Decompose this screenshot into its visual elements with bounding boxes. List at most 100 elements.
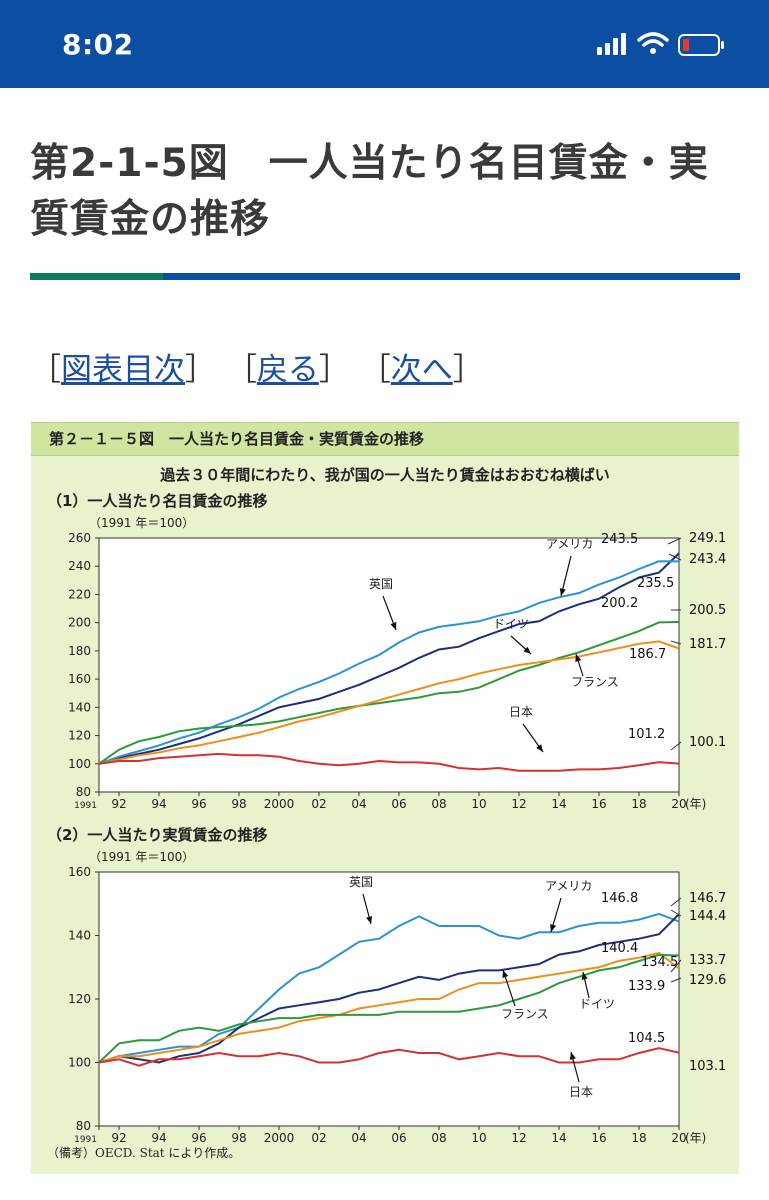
data-label: 129.6 <box>689 973 726 988</box>
data-label: 181.7 <box>689 637 726 652</box>
x-tick-label: 10 <box>471 797 486 811</box>
x-tick-label: 98 <box>231 1131 246 1145</box>
chart1-title: （1）一人当たり名目賃金の推移 <box>47 492 268 510</box>
figure-note: （備考）OECD. Stat により作成。 <box>47 1146 241 1160</box>
y-tick-label: 140 <box>68 929 91 943</box>
arrow-head <box>523 646 531 654</box>
y-tick-label: 140 <box>68 700 91 714</box>
link-next[interactable]: 次へ <box>390 352 453 388</box>
data-label: 186.7 <box>629 647 666 662</box>
annotation-leader <box>668 553 682 561</box>
plot-area <box>98 537 680 793</box>
x-tick-label: 92 <box>111 1131 126 1145</box>
data-label: 235.5 <box>637 576 674 591</box>
data-label: 133.9 <box>628 979 665 994</box>
x-tick-label: 18 <box>631 797 646 811</box>
x-tick-label: 94 <box>151 1131 166 1145</box>
x-tick-label: 14 <box>551 1131 566 1145</box>
data-label: 100.1 <box>689 735 726 750</box>
x-tick-label: 1991 <box>74 1135 97 1145</box>
plot-area <box>98 871 680 1127</box>
x-tick-label: 02 <box>311 797 326 811</box>
status-bar: 8:02 <box>0 0 769 88</box>
annotation-leader <box>670 897 682 907</box>
series-label: フランス <box>501 1007 549 1021</box>
series-line <box>98 752 680 772</box>
y-tick-label: 80 <box>76 785 91 799</box>
title-rule <box>30 273 740 280</box>
data-label: 104.5 <box>628 1031 665 1046</box>
signal-icon <box>597 33 626 55</box>
x-tick-label: 92 <box>111 797 126 811</box>
figure-nav: ［図表目次］ ［戻る］ ［次へ］ <box>30 352 484 388</box>
arrow-head <box>581 972 588 980</box>
data-label: 146.8 <box>601 891 638 906</box>
wifi-icon <box>637 32 669 54</box>
series-line <box>98 951 680 1064</box>
series-line <box>98 953 680 1064</box>
status-time: 8:02 <box>62 28 134 61</box>
x-tick-label: 20 <box>671 1131 686 1145</box>
arrow-head <box>575 654 582 662</box>
data-label: 249.1 <box>689 531 726 546</box>
data-label: 243.5 <box>601 532 638 547</box>
x-tick-label: 94 <box>151 797 166 811</box>
x-tick-label: 16 <box>591 1131 606 1145</box>
figure-header: 第２－１－５図 一人当たり名目賃金・実質賃金の推移 <box>31 422 739 456</box>
figure-box: 第２－１－５図 一人当たり名目賃金・実質賃金の推移 過去３０年間にわたり、我が国… <box>31 422 739 1174</box>
real-wage-chart: 80 100 120 140 160 1991 92 94 96 98 2000 02 04 06 08 10… <box>68 865 726 1145</box>
annotation-leader <box>670 741 682 751</box>
arrow-head <box>569 1052 576 1060</box>
arrow-head <box>366 916 373 924</box>
x-tick-label: 20 <box>671 797 686 811</box>
series-label: フランス <box>571 675 619 689</box>
chart2-title: （2）一人当たり実質賃金の推移 <box>47 826 268 844</box>
y-tick-label: 160 <box>68 865 91 879</box>
y-tick-label: 220 <box>68 587 91 601</box>
series-line <box>98 621 680 765</box>
series-line <box>98 552 680 765</box>
link-figure-index[interactable]: 図表目次 <box>61 352 185 388</box>
x-tick-label: 04 <box>351 1131 366 1145</box>
chart1-unit: （1991 年＝100） <box>89 516 195 530</box>
annotation-leader <box>670 909 682 917</box>
y-tick-label: 80 <box>76 1119 91 1133</box>
series-line <box>98 560 680 765</box>
data-label: 144.4 <box>689 909 726 924</box>
x-tick-label: 08 <box>431 797 446 811</box>
series-label: ドイツ <box>579 997 615 1011</box>
arrow-head <box>536 744 543 752</box>
data-label: 134.5 <box>641 955 678 970</box>
link-back[interactable]: 戻る <box>256 352 319 388</box>
y-tick-label: 260 <box>68 531 91 545</box>
page-title: 第2-1-5図 一人当たり名目賃金・実 質賃金の推移 <box>30 141 709 242</box>
data-label: 243.4 <box>689 552 726 567</box>
y-tick-label: 100 <box>68 757 91 771</box>
x-tick-label: 04 <box>351 797 366 811</box>
data-label: 146.7 <box>689 891 726 906</box>
annotation-leader <box>667 537 682 545</box>
y-tick-label: 240 <box>68 559 91 573</box>
data-label: 103.1 <box>689 1059 726 1074</box>
y-tick-label: 180 <box>68 644 91 658</box>
series-line <box>98 913 680 1064</box>
x-tick-label: 2000 <box>264 1131 295 1145</box>
annotation-leader <box>670 640 682 645</box>
x-tick-label: 1991 <box>74 801 97 811</box>
arrow-head <box>550 924 557 932</box>
x-axis-unit: (年) <box>685 797 706 811</box>
x-tick-label: 12 <box>511 1131 526 1145</box>
series-label: アメリカ <box>545 879 592 893</box>
y-tick-label: 120 <box>68 992 91 1006</box>
arrow-head <box>502 970 509 978</box>
x-tick-label: 12 <box>511 797 526 811</box>
x-tick-label: 18 <box>631 1131 646 1145</box>
series-label: 英国 <box>369 577 393 591</box>
arrow-head <box>390 622 397 630</box>
x-tick-label: 02 <box>311 1131 326 1145</box>
x-axis-unit: (年) <box>685 1131 706 1145</box>
y-tick-label: 120 <box>68 729 91 743</box>
series-label: 日本 <box>509 705 533 719</box>
x-tick-label: 2000 <box>264 797 295 811</box>
data-label: 140.4 <box>601 941 638 956</box>
